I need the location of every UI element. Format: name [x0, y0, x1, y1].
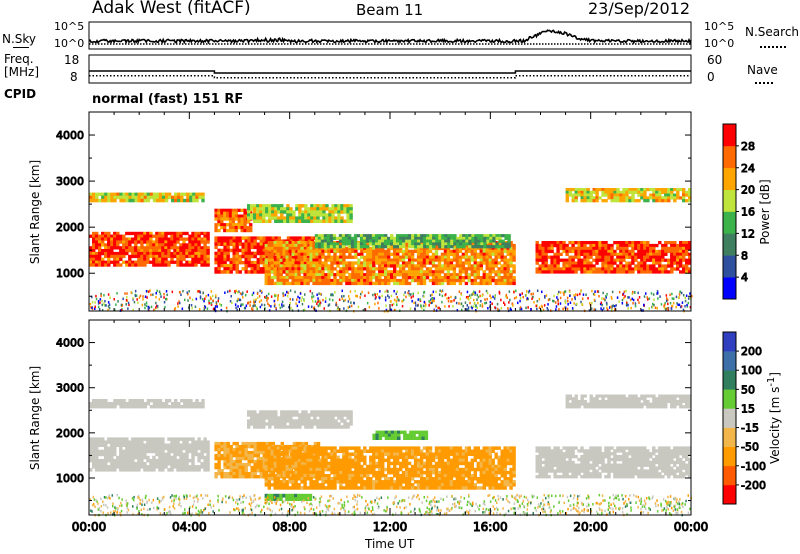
- noise-tick-right-bottom: 10^0: [704, 37, 735, 50]
- velocity-colorbar-segment: [723, 332, 736, 352]
- velocity-echo-region: [264, 493, 313, 501]
- velocity-echo-region: [89, 437, 210, 472]
- velocity-colorbar-segment: [723, 446, 736, 467]
- velocity-colorbar-tick-label: -200: [741, 479, 766, 492]
- noise-tick-left-bottom: 10^0: [54, 37, 85, 50]
- velocity-colorbar-tick-label: 50: [741, 383, 755, 396]
- nave-tick-top: 60: [707, 53, 723, 67]
- noise-tick-right-top: 10^5: [704, 20, 735, 33]
- velocity-near-range-scatter: [89, 493, 692, 517]
- nave-tick-bottom: 0: [707, 70, 715, 84]
- power-colorbar-segment: [723, 189, 736, 212]
- noise-panel-frame: [88, 21, 692, 50]
- power-colorbar-segment: [723, 233, 736, 256]
- velocity-echo-region: [89, 399, 205, 409]
- cpid-label: CPID: [4, 87, 37, 101]
- nave-legend-line: [755, 82, 773, 84]
- freq-label: Freq.: [4, 52, 34, 66]
- power-echo-region: [314, 234, 511, 249]
- power-ytick-label: 1000: [56, 267, 84, 280]
- power-colorbar-segment: [723, 167, 736, 190]
- power-echo-region: [247, 204, 353, 223]
- power-colorbar-segment: [723, 124, 736, 147]
- velocity-colorbar-segment: [723, 351, 736, 371]
- power-colorbar-segment: [723, 211, 736, 234]
- nsearch-label: N.Search: [745, 25, 800, 39]
- power-echo-region: [565, 188, 692, 203]
- velocity-colorbar-segment: [723, 408, 736, 428]
- date-title: 23/Sep/2012: [588, 0, 691, 18]
- velocity-colorbar-frame: [722, 331, 737, 505]
- velocity-colorbar-segment: [723, 389, 736, 409]
- cpid-value: normal (fast) 151 RF: [92, 92, 244, 107]
- freq-tick-bottom: 8: [70, 70, 78, 84]
- freq-panel-frame: [88, 54, 692, 84]
- power-echo-region: [89, 192, 205, 203]
- nave-trace: [89, 75, 691, 79]
- power-colorbar-tick-label: 20: [741, 184, 755, 197]
- velocity-echo-region: [264, 446, 516, 490]
- velocity-colorbar-tick-label: -100: [741, 460, 766, 473]
- power-colorbar-tick-label: 16: [741, 206, 755, 219]
- power-echo-region: [89, 231, 210, 267]
- power-echo-region: [535, 241, 692, 274]
- velocity-ytick-label: 2000: [56, 427, 84, 440]
- nsky-underline: [13, 47, 29, 48]
- power-colorbar-tick-label: 8: [741, 249, 748, 262]
- beam-title: Beam 11: [356, 1, 424, 19]
- x-tick-label: 00:00: [674, 520, 709, 534]
- freq-unit: [MHz]: [4, 65, 40, 79]
- nave-label: Nave: [747, 63, 778, 77]
- velocity-echo-region: [565, 394, 692, 409]
- velocity-colorbar-segment: [723, 465, 736, 486]
- velocity-colorbar-segment: [723, 427, 736, 447]
- x-tick-label: 00:00: [72, 520, 107, 534]
- velocity-colorbar-segment: [723, 484, 736, 505]
- velocity-colorbar-tick-label: -50: [741, 441, 759, 454]
- power-ytick-label: 2000: [56, 221, 84, 234]
- x-tick-label: 20:00: [573, 520, 608, 534]
- velocity-ytick-label: 3000: [56, 382, 84, 395]
- nsearch-legend-line: [760, 46, 786, 48]
- velocity-colorbar-label: Velocity [m s-1]: [766, 372, 782, 464]
- x-axis-title: Time UT: [365, 537, 415, 551]
- power-ytick-label: 4000: [56, 129, 84, 142]
- power-near-range-scatter: [89, 289, 693, 313]
- velocity-colorbar-segment: [723, 370, 736, 390]
- power-colorbar-tick-label: 28: [741, 140, 755, 153]
- x-tick-label: 08:00: [272, 520, 307, 534]
- station-title: Adak West (fitACF): [92, 0, 251, 18]
- velocity-colorbar-tick-label: 100: [741, 364, 762, 377]
- velocity-colorbar-tick-label: -15: [741, 422, 759, 435]
- velocity-echo-region: [535, 446, 692, 479]
- noise-tick-left-top: 10^5: [54, 20, 85, 33]
- freq-tick-top: 18: [64, 53, 80, 67]
- power-ylabel: Slant Range [km]: [28, 159, 42, 265]
- velocity-echo-region: [372, 430, 429, 440]
- power-ytick-label: 3000: [56, 175, 84, 188]
- freq-trace: [89, 70, 691, 74]
- noise-trace: [88, 29, 692, 45]
- velocity-ytick-label: 1000: [56, 472, 84, 485]
- x-tick-label: 12:00: [373, 520, 408, 534]
- power-colorbar-tick-label: 4: [741, 271, 748, 284]
- power-colorbar-segment: [723, 145, 736, 169]
- nsky-label: N.Sky: [2, 32, 37, 46]
- power-colorbar-tick-label: 12: [741, 227, 755, 240]
- velocity-echo-region: [247, 410, 353, 429]
- power-colorbar-segment: [723, 255, 736, 278]
- power-echo-region: [214, 208, 253, 233]
- velocity-ytick-label: 4000: [56, 337, 84, 350]
- velocity-colorbar-tick-label: 15: [741, 402, 755, 415]
- x-tick-label: 16:00: [473, 520, 508, 534]
- velocity-ylabel: Slant Range [km]: [28, 365, 42, 471]
- x-tick-label: 04:00: [172, 520, 207, 534]
- power-colorbar-label: Power [dB]: [758, 179, 772, 245]
- power-colorbar-segment: [723, 277, 736, 300]
- power-colorbar-tick-label: 24: [741, 162, 755, 175]
- velocity-colorbar-tick-label: 200: [741, 345, 762, 358]
